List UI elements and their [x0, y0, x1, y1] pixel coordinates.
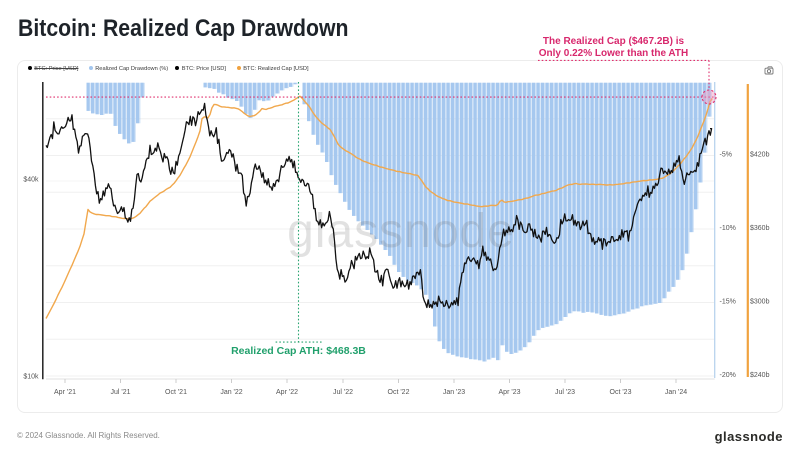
- svg-text:Jan '24: Jan '24: [665, 389, 687, 396]
- svg-text:Apr '22: Apr '22: [276, 389, 298, 396]
- svg-text:Realized Cap ATH: $468.3B: Realized Cap ATH: $468.3B: [231, 345, 366, 357]
- svg-text:-20%: -20%: [720, 372, 736, 379]
- svg-text:Oct '22: Oct '22: [388, 389, 410, 396]
- svg-text:$40k: $40k: [23, 177, 39, 184]
- svg-text:Oct '21: Oct '21: [165, 389, 187, 396]
- svg-text:-10%: -10%: [720, 225, 736, 232]
- svg-text:glassnode: glassnode: [287, 205, 515, 258]
- svg-text:Jan '22: Jan '22: [220, 389, 242, 396]
- svg-text:Oct '23: Oct '23: [610, 389, 632, 396]
- svg-text:$10k: $10k: [23, 374, 39, 381]
- svg-text:$300b: $300b: [750, 298, 770, 305]
- svg-text:Apr '21: Apr '21: [54, 389, 76, 396]
- svg-text:The Realized Cap ($467.2B) is: The Realized Cap ($467.2B) is: [543, 36, 685, 47]
- svg-text:Jul '21: Jul '21: [110, 389, 130, 396]
- svg-text:Jul '23: Jul '23: [555, 389, 575, 396]
- svg-text:$360b: $360b: [750, 225, 770, 232]
- svg-text:Only 0.22% Lower than the ATH: Only 0.22% Lower than the ATH: [539, 48, 688, 59]
- svg-text:$420b: $420b: [750, 151, 770, 158]
- svg-text:-5%: -5%: [720, 151, 732, 158]
- svg-text:Apr '23: Apr '23: [499, 389, 521, 396]
- svg-text:Jul '22: Jul '22: [333, 389, 353, 396]
- svg-text:$240b: $240b: [750, 372, 770, 379]
- svg-text:Jan '23: Jan '23: [443, 389, 465, 396]
- svg-text:-15%: -15%: [720, 298, 736, 305]
